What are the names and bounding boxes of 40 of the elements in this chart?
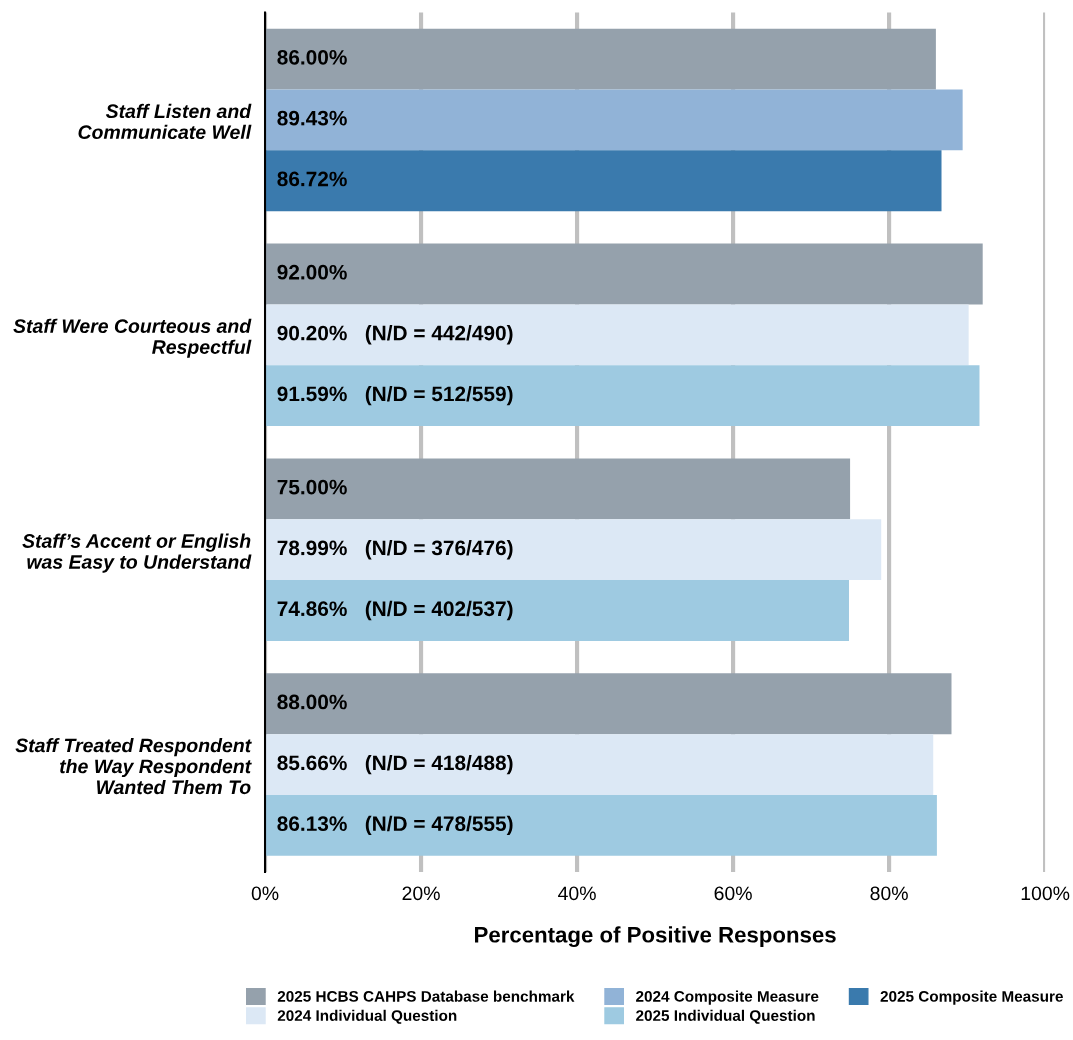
y-tick-label: Staff Were Courteous and Respectful [13, 318, 252, 358]
bar [265, 580, 849, 641]
data-label: 78.99% (N/D = 376/476) [277, 539, 513, 560]
data-label: 92.00% [277, 264, 347, 280]
bar [265, 150, 942, 212]
data-label: 86.13% (N/D = 478/555) [277, 815, 513, 836]
x-tick-label: 0% [251, 886, 279, 901]
data-label: 74.86% (N/D = 402/537) [277, 600, 513, 621]
data-label: 75.00% [277, 479, 347, 495]
bar [265, 519, 882, 581]
data-label: 89.43% [277, 110, 347, 126]
y-tick-label: Staff Treated Respondent the Way Respondent Wanted Them To [15, 738, 252, 795]
bar [265, 243, 983, 305]
data-label: 91.59% (N/D = 512/559) [277, 385, 513, 406]
bar [265, 734, 934, 795]
data-label: 88.00% [277, 694, 347, 710]
legend-label: 2024 Individual Question [277, 1009, 457, 1024]
bar [265, 458, 851, 520]
x-tick-label: 20% [402, 886, 440, 901]
legend-label: 2024 Composite Measure [636, 990, 819, 1005]
x-tick-label: 100% [1021, 886, 1070, 901]
y-tick-label: Staff’s Accent or English was Easy to Understand [22, 533, 252, 573]
bar [265, 795, 937, 856]
x-tick-label: 60% [714, 886, 752, 901]
bar [265, 89, 963, 151]
bar [265, 304, 969, 366]
x-axis-title: Percentage of Positive Responses [475, 926, 836, 948]
bar [265, 365, 980, 427]
legend-label: 2025 Individual Question [636, 1009, 815, 1024]
legend-label: 2025 HCBS CAHPS Database benchmark [277, 990, 575, 1002]
x-tick-label: 80% [870, 886, 908, 901]
data-label: 86.72% [277, 171, 347, 187]
bar [265, 28, 936, 90]
bar [265, 673, 952, 735]
legend-label: 2025 Composite Measure [880, 990, 1063, 1005]
y-tick-label: Staff Listen and Communicate Well [78, 103, 252, 140]
data-label: 86.00% [277, 49, 347, 65]
data-label: 85.66% (N/D = 418/488) [277, 754, 513, 775]
x-tick-label: 40% [558, 886, 596, 901]
data-label: 90.20% (N/D = 442/490) [277, 325, 513, 345]
